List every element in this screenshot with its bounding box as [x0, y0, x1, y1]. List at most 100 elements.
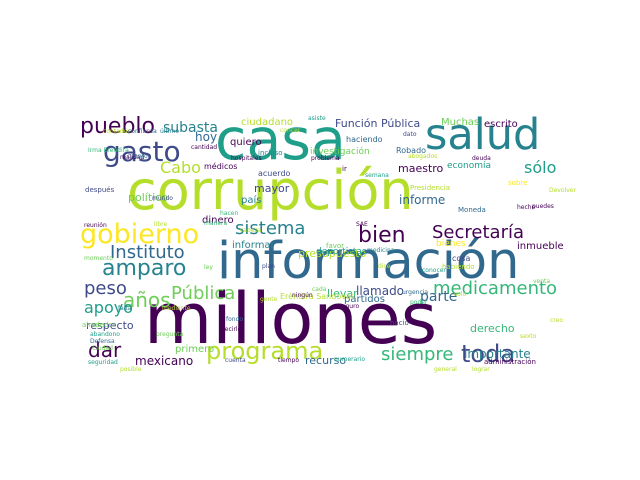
word-gobierno: gobierno [80, 219, 200, 250]
word-erendira-sandoval: Erèndira Sandoval [280, 292, 354, 301]
word-hoy: hoy [195, 130, 218, 144]
word-reunion: reunión [84, 222, 107, 229]
word-toda: toda [461, 340, 516, 368]
word-pregunta: pregunta [156, 331, 184, 338]
word-semana: semana [365, 172, 389, 179]
word-falta: falta [118, 305, 132, 312]
word-salud: salud [425, 110, 541, 160]
word-abandono: abandono [90, 331, 120, 338]
word-parte: parte [420, 289, 458, 305]
word-anos: años [123, 288, 171, 312]
word-presidencia: Presidencia [410, 184, 450, 192]
word-seguridad: seguridad [88, 359, 118, 366]
word-quiero: quiero [230, 137, 262, 148]
word-urgencia: urgencia [402, 289, 429, 296]
word-bienes: bienes [436, 239, 466, 249]
word-mediante: mediante [162, 305, 191, 312]
word-casa: casa [215, 108, 346, 173]
word-informacion: información [217, 232, 520, 291]
word-hospitales: hospitales [231, 155, 262, 162]
word-irma-erendira: Irma Eréndira [88, 147, 129, 154]
word-hacen: hacen [220, 210, 239, 217]
word-devolver: Devolver [549, 187, 576, 194]
word-maestro: maestro [398, 162, 444, 175]
word-mundo: mundo [152, 195, 173, 202]
word-cabo: Cabo [160, 158, 201, 177]
word-programa: programa [206, 337, 324, 365]
word-sexto: sexto [520, 333, 537, 340]
word-informe: informe [399, 193, 446, 207]
word-venta: venta [533, 278, 551, 285]
word-dar: dar [88, 338, 122, 362]
word-seguro: Seguro [338, 303, 360, 310]
word-ciudad: Ciudad [92, 345, 113, 352]
word-llevar: llevar [327, 287, 358, 300]
word-peso: peso [84, 278, 127, 299]
word-deportistas: deportistas [316, 247, 367, 257]
word-lograr: lograr [472, 366, 490, 373]
word-siempre: siempre [381, 344, 454, 365]
word-respecto: respecto [86, 319, 134, 332]
word-ley: ley [204, 264, 213, 271]
word-defensa: Defensa [90, 338, 115, 345]
word-mexicano: mexicano [135, 354, 194, 368]
word-cuenta: cuenta [225, 357, 246, 364]
word-politico: político [128, 191, 168, 204]
word-instituto: Instituto [110, 242, 185, 263]
word-subasta: subasta [163, 120, 218, 136]
word-conocer: conocer [422, 267, 446, 274]
word-cada: cada [312, 286, 327, 293]
word-haciendo: haciendo [346, 135, 383, 144]
word-hecho: hecho [517, 204, 536, 211]
word-medicos: médicos [204, 162, 238, 171]
word-apoyo: apoyo [84, 298, 134, 317]
word-medicamento: medicamento [433, 278, 558, 299]
word-robado: Robado [396, 146, 427, 155]
word-ir: ir [342, 165, 347, 173]
word-deuda: deuda [472, 155, 491, 162]
word-poder: poder [410, 299, 428, 306]
word-cloud: corrupción millones casa información sal… [80, 108, 576, 373]
word-solo: solo [454, 291, 467, 298]
word-tiempo: tiempo [278, 357, 300, 364]
word-gasto: gasto [103, 135, 181, 168]
word-sobre: sobre [508, 179, 528, 187]
word-gente: gente [260, 296, 278, 303]
word-solo: sólo [524, 158, 557, 177]
word-despues: después [85, 186, 115, 194]
word-recurso: recurso [305, 354, 347, 367]
word-cuento: cuento [127, 153, 148, 160]
word-dice: dice [378, 263, 391, 270]
word-importante: importante [464, 347, 531, 361]
word-manera: manera [204, 220, 228, 227]
word-cosa: cosa [452, 254, 471, 263]
word-decirle: decirle [221, 326, 242, 333]
word-dinero: dinero [202, 215, 234, 226]
word-investigacion: investigación [310, 147, 370, 157]
word-llamado: llamado [356, 284, 405, 298]
word-concer: concer [280, 127, 301, 134]
word-realidad: realidad [120, 154, 145, 161]
word-confianza: confianza [128, 128, 157, 135]
word-publica: Pública [171, 283, 236, 304]
word-mayor: mayor [254, 182, 290, 195]
word-secretaria: Secretaría [432, 222, 524, 243]
word-moneda: Moneda [458, 206, 486, 214]
word-acuerdo: acuerdo [258, 169, 291, 178]
word-primero: primero [175, 344, 215, 355]
word-ciudadano: ciudadano [241, 117, 294, 128]
word-asiste: asiste [308, 115, 326, 122]
word-puedes: puedes [532, 203, 554, 210]
word-favor: favor [326, 242, 345, 250]
word-ningun: ningún [292, 292, 313, 299]
word-dato: dato [403, 131, 417, 138]
word-abogados: abogados [408, 153, 438, 160]
word-inmueble: inmueble [517, 241, 564, 252]
word-posible: posible [120, 366, 142, 373]
word-sistema: sistema [235, 218, 306, 239]
word-bien: bien [358, 223, 406, 248]
word-contador: contador [103, 128, 130, 135]
word-informar: informar [232, 240, 275, 251]
word-muchas: Muchas [441, 117, 480, 128]
word-presupuesto: presupuesto [298, 247, 367, 260]
